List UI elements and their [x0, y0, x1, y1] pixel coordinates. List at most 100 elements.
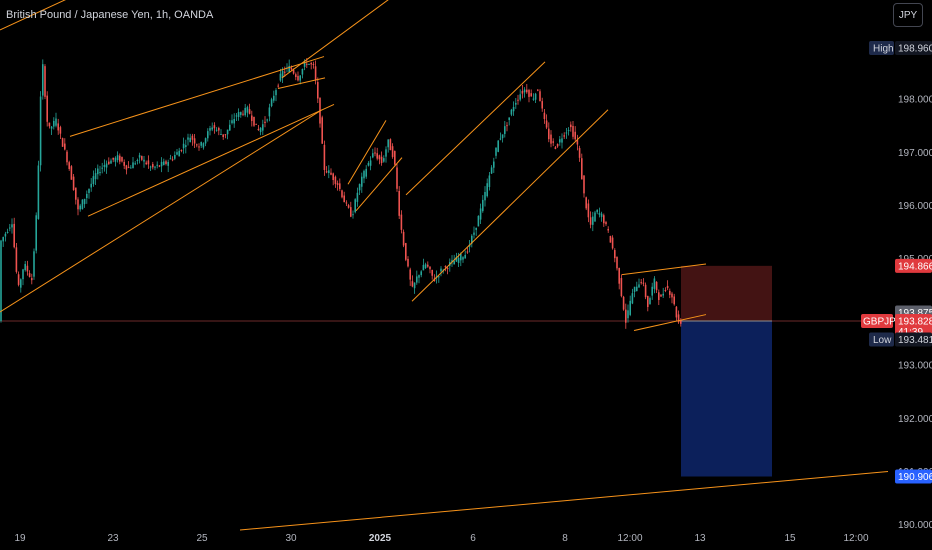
candle-body — [493, 161, 495, 168]
candle-body — [497, 140, 499, 152]
candle-body — [290, 67, 293, 70]
candle-body — [376, 153, 378, 159]
y-tick-label: 193.000 — [898, 361, 932, 372]
candle-body — [466, 251, 469, 253]
candle-body — [453, 261, 455, 265]
candle-body — [235, 115, 238, 117]
trendline — [239, 471, 889, 531]
candle-body — [81, 199, 84, 210]
candle-body — [180, 149, 183, 151]
trendline — [281, 0, 389, 79]
candle-body — [642, 282, 645, 284]
candle-body — [576, 139, 579, 145]
x-tick-label: 30 — [285, 533, 297, 544]
candle-body — [510, 109, 513, 115]
candle-body — [347, 205, 350, 208]
candle-body — [127, 166, 130, 168]
candle-body — [486, 183, 488, 197]
candle-body — [627, 310, 629, 319]
candle-body — [92, 176, 95, 185]
candle-body — [163, 161, 165, 165]
high-value-text: 198.960 — [898, 44, 932, 55]
candle-body — [26, 265, 29, 272]
trendline — [633, 314, 707, 332]
x-tick-label: 12:00 — [617, 533, 642, 544]
candle-body — [314, 66, 317, 80]
candle-body — [537, 89, 539, 91]
candle-body — [405, 243, 407, 260]
candle-body — [110, 160, 112, 164]
time-axis[interactable]: 19 23 25 30 2025 6 8 12:00 13 15 12:00 — [14, 533, 869, 544]
candle-body — [35, 215, 37, 251]
candle-body — [394, 151, 396, 165]
candle-body — [273, 95, 275, 101]
high-label-bg — [869, 41, 894, 56]
candle-body — [251, 115, 253, 121]
candle-body — [398, 190, 400, 216]
candle-body — [552, 141, 554, 143]
candle-body — [378, 155, 381, 160]
candle-body — [385, 149, 387, 157]
trendline — [0, 0, 66, 31]
candle-body — [673, 296, 675, 305]
candle-body — [132, 162, 134, 169]
x-tick-label: 15 — [784, 533, 796, 544]
candle-body — [295, 74, 297, 78]
candle-body — [532, 98, 535, 100]
candle-body — [548, 128, 550, 140]
candle-body — [114, 157, 117, 162]
currency-button[interactable]: JPY — [893, 3, 923, 27]
candle-body — [589, 217, 592, 225]
candle-body — [662, 293, 664, 296]
candle-body — [86, 193, 88, 199]
candle-body — [625, 309, 627, 323]
take-profit-zone — [681, 321, 772, 477]
current-price-bg — [895, 314, 932, 339]
x-tick-label: 25 — [196, 533, 208, 544]
candle-body — [440, 268, 442, 272]
candle-body — [488, 175, 491, 188]
candle-body — [636, 286, 638, 292]
candle-body — [202, 143, 205, 148]
x-tick-label: 23 — [107, 533, 119, 544]
candle-body — [215, 129, 218, 131]
candle-body — [209, 128, 211, 131]
candle-body — [407, 258, 409, 267]
candle-body — [253, 116, 255, 126]
candle-body — [479, 208, 482, 220]
candle-body — [594, 212, 596, 222]
candle-body — [413, 282, 416, 289]
candle-body — [268, 107, 271, 117]
candle-body — [42, 64, 44, 96]
candle-body — [119, 155, 121, 162]
candle-body — [79, 205, 81, 210]
low-value-bg — [895, 332, 932, 347]
candle-body — [165, 161, 167, 164]
candle-body — [6, 231, 9, 233]
trendline — [277, 77, 326, 89]
stop-price-tag-text: 194.866 — [898, 261, 932, 272]
candle-body — [174, 155, 176, 159]
candle-body — [55, 118, 57, 126]
candle-body — [70, 166, 73, 180]
candle-body — [444, 266, 447, 268]
candle-body — [534, 93, 537, 100]
candle-body — [446, 268, 449, 270]
candlestick-series — [0, 58, 682, 329]
risk-reward-zones[interactable] — [0, 265, 868, 477]
trendlines[interactable] — [0, 0, 889, 531]
candle-body — [350, 207, 352, 217]
candle-body — [427, 264, 429, 267]
candle-body — [158, 165, 161, 167]
x-tick-label: 19 — [14, 533, 26, 544]
candle-body — [475, 227, 477, 230]
candle-body — [587, 203, 590, 218]
candle-body — [167, 161, 169, 166]
candle-body — [332, 173, 334, 181]
candle-body — [675, 306, 678, 318]
candle-body — [596, 209, 598, 213]
candle-body — [605, 222, 607, 225]
candle-body — [519, 94, 521, 100]
candle-body — [416, 276, 418, 283]
